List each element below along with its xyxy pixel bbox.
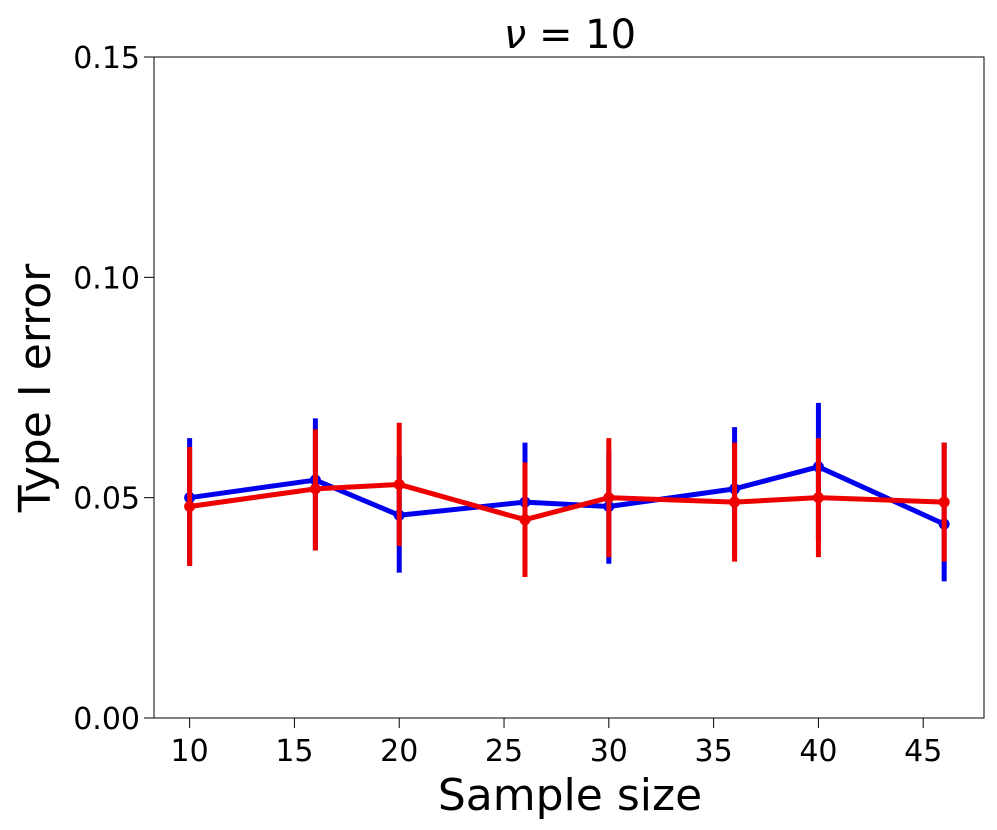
title-equation: = 10 xyxy=(539,12,636,58)
data-point xyxy=(812,492,824,504)
data-point xyxy=(393,478,405,490)
svg-text:ν = 10: ν = 10 xyxy=(504,12,636,58)
data-point xyxy=(519,514,531,526)
x-tick-label: 35 xyxy=(695,734,733,769)
title-symbol: ν xyxy=(504,12,526,58)
y-tick-label: 0.00 xyxy=(73,702,140,737)
plot-frame xyxy=(153,56,985,719)
y-tick-label: 0.05 xyxy=(73,482,140,517)
x-tick-label: 25 xyxy=(485,734,523,769)
y-tick-label: 0.15 xyxy=(73,41,140,76)
x-tick-label: 45 xyxy=(904,734,942,769)
x-tick-label: 20 xyxy=(380,734,418,769)
chart-title: ν = 10 xyxy=(504,12,636,58)
x-axis-label: Sample size xyxy=(438,770,702,821)
data-point xyxy=(309,483,321,495)
data-point xyxy=(603,492,615,504)
x-tick-label: 10 xyxy=(171,734,209,769)
x-tick-label: 40 xyxy=(799,734,837,769)
data-point xyxy=(184,500,196,512)
data-point xyxy=(938,496,950,508)
y-axis-label: Type I error xyxy=(10,263,61,513)
data-point xyxy=(729,496,741,508)
series-line xyxy=(189,481,945,523)
x-tick-label: 15 xyxy=(275,734,313,769)
y-tick-label: 0.10 xyxy=(73,261,140,296)
series-red xyxy=(184,422,950,577)
x-tick-label: 30 xyxy=(590,734,628,769)
